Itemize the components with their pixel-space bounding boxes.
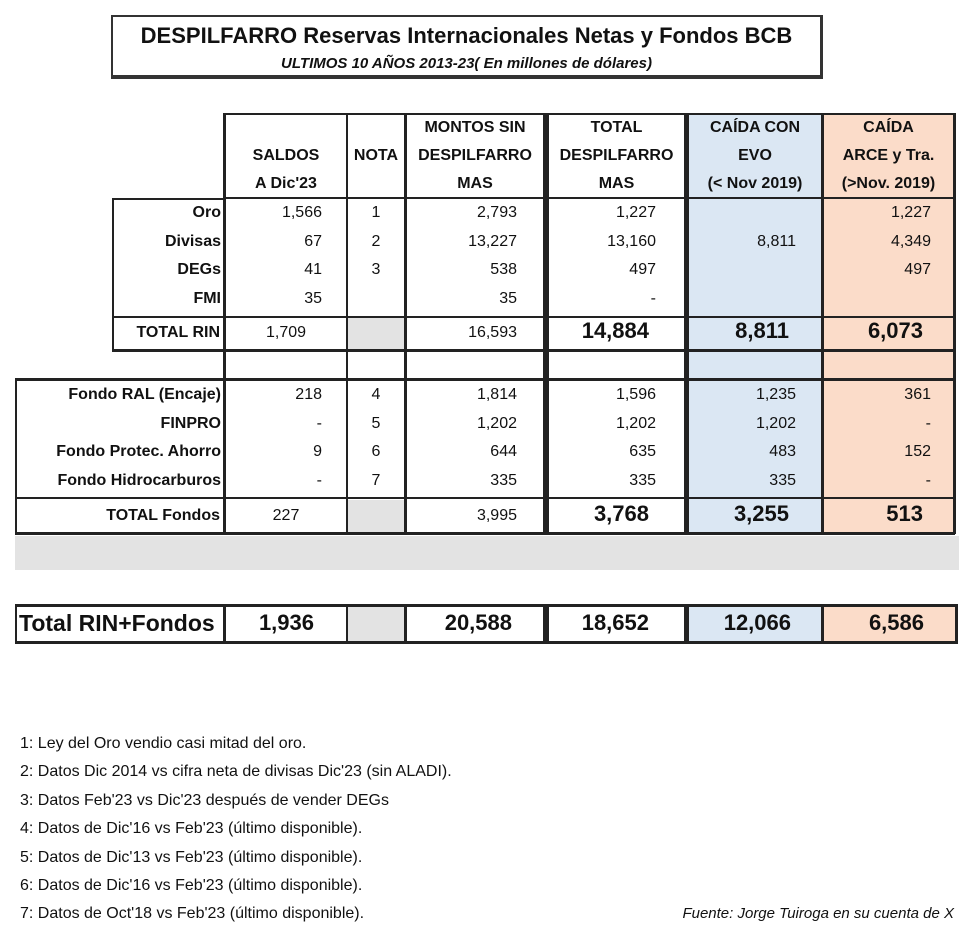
arce-cell: 497	[904, 261, 931, 278]
total-cell: 1,596	[615, 386, 656, 403]
page-title: DESPILFARRO Reservas Internacionales Net…	[140, 23, 793, 48]
saldos-cell: 41	[304, 261, 322, 278]
montos-cell: 644	[490, 443, 517, 460]
nota-cell: 6	[371, 443, 381, 460]
nota-cell: 5	[371, 414, 381, 432]
note-5: 5: Datos de Dic'13 vs Feb'23 (último dis…	[20, 849, 363, 866]
evo-cell: 8,811	[757, 232, 796, 250]
arce-cell: -	[925, 414, 931, 432]
col-line-1	[223, 113, 226, 534]
saldos-cell: 35	[304, 289, 322, 307]
total-cell: 335	[629, 471, 656, 489]
nota-cell: 4	[371, 386, 381, 403]
note-6: 6: Datos de Dic'16 vs Feb'23 (último dis…	[20, 877, 363, 894]
note-4: 4: Datos de Dic'16 vs Feb'23 (último dis…	[20, 820, 363, 837]
nota-total-fondos-fill	[347, 500, 404, 532]
arce-cell: 4,349	[890, 232, 931, 250]
montos-cell: 1,814	[476, 386, 517, 403]
total-cell: 1,227	[615, 204, 656, 221]
nota-cell: 1	[371, 204, 381, 221]
arce-cell: -	[925, 471, 931, 489]
evo-cell: 1,202	[755, 414, 796, 432]
row-label: Fondo Protec. Ahorro	[56, 443, 221, 460]
evo-cell: 1,235	[755, 386, 796, 403]
nota-cell: 3	[371, 261, 381, 278]
grand-nota-fill	[347, 606, 404, 642]
gray-band	[15, 536, 959, 570]
total-cell: 497	[629, 261, 656, 278]
row-label: Divisas	[164, 232, 221, 250]
grand-total-label: Total RIN+Fondos	[19, 610, 215, 636]
row-label: Fondo RAL (Encaje)	[68, 386, 221, 403]
montos-cell: 2,793	[476, 204, 517, 221]
title-box: DESPILFARRO Reservas Internacionales Net…	[111, 15, 823, 79]
source-credit: Fuente: Jorge Tuiroga en su cuenta de X	[682, 905, 954, 922]
total-cell: 635	[629, 443, 656, 460]
row-label: DEGs	[177, 261, 221, 278]
row-label: FINPRO	[160, 414, 221, 432]
arce-cell: 1,227	[890, 204, 931, 221]
total-rin-label: TOTAL RIN	[136, 324, 220, 341]
saldos-cell: -	[316, 414, 322, 432]
total-fondos-label: TOTAL Fondos	[106, 507, 220, 524]
page-subtitle: ULTIMOS 10 AÑOS 2013-23( En millones de …	[281, 55, 652, 72]
arce-cell: 152	[904, 443, 931, 460]
total-cell: 1,202	[615, 414, 656, 432]
montos-cell: 335	[490, 471, 517, 489]
evo-column-fill	[688, 113, 822, 533]
evo-cell: 335	[769, 471, 796, 489]
montos-cell: 1,202	[476, 414, 517, 432]
saldos-cell: -	[316, 471, 322, 489]
nota-cell: 7	[371, 471, 381, 489]
montos-cell: 538	[490, 261, 517, 278]
grand-evo-fill	[688, 606, 822, 642]
montos-cell: 13,227	[468, 232, 517, 250]
montos-cell: 35	[499, 289, 517, 307]
total-cell: -	[650, 289, 656, 307]
arce-column-fill	[824, 113, 954, 533]
note-1: 1: Ley del Oro vendio casi mitad del oro…	[20, 735, 307, 752]
nota-cell: 2	[371, 232, 381, 250]
note-2: 2: Datos Dic 2014 vs cifra neta de divis…	[20, 763, 452, 780]
row-label: FMI	[193, 289, 221, 307]
note-3: 3: Datos Feb'23 vs Dic'23 después de ven…	[20, 792, 389, 809]
nota-total-rin-fill	[347, 318, 404, 350]
note-7: 7: Datos de Oct'18 vs Feb'23 (último dis…	[20, 905, 365, 922]
saldos-cell: 9	[313, 443, 322, 460]
saldos-cell: 67	[304, 232, 322, 250]
row-label: Oro	[192, 204, 221, 221]
total-cell: 13,160	[607, 232, 656, 250]
grand-arce-fill	[824, 606, 956, 642]
evo-cell: 483	[769, 443, 796, 460]
saldos-cell: 1,566	[281, 204, 322, 221]
saldos-cell: 218	[295, 386, 322, 403]
arce-cell: 361	[904, 386, 931, 403]
row-label: Fondo Hidrocarburos	[57, 471, 221, 489]
